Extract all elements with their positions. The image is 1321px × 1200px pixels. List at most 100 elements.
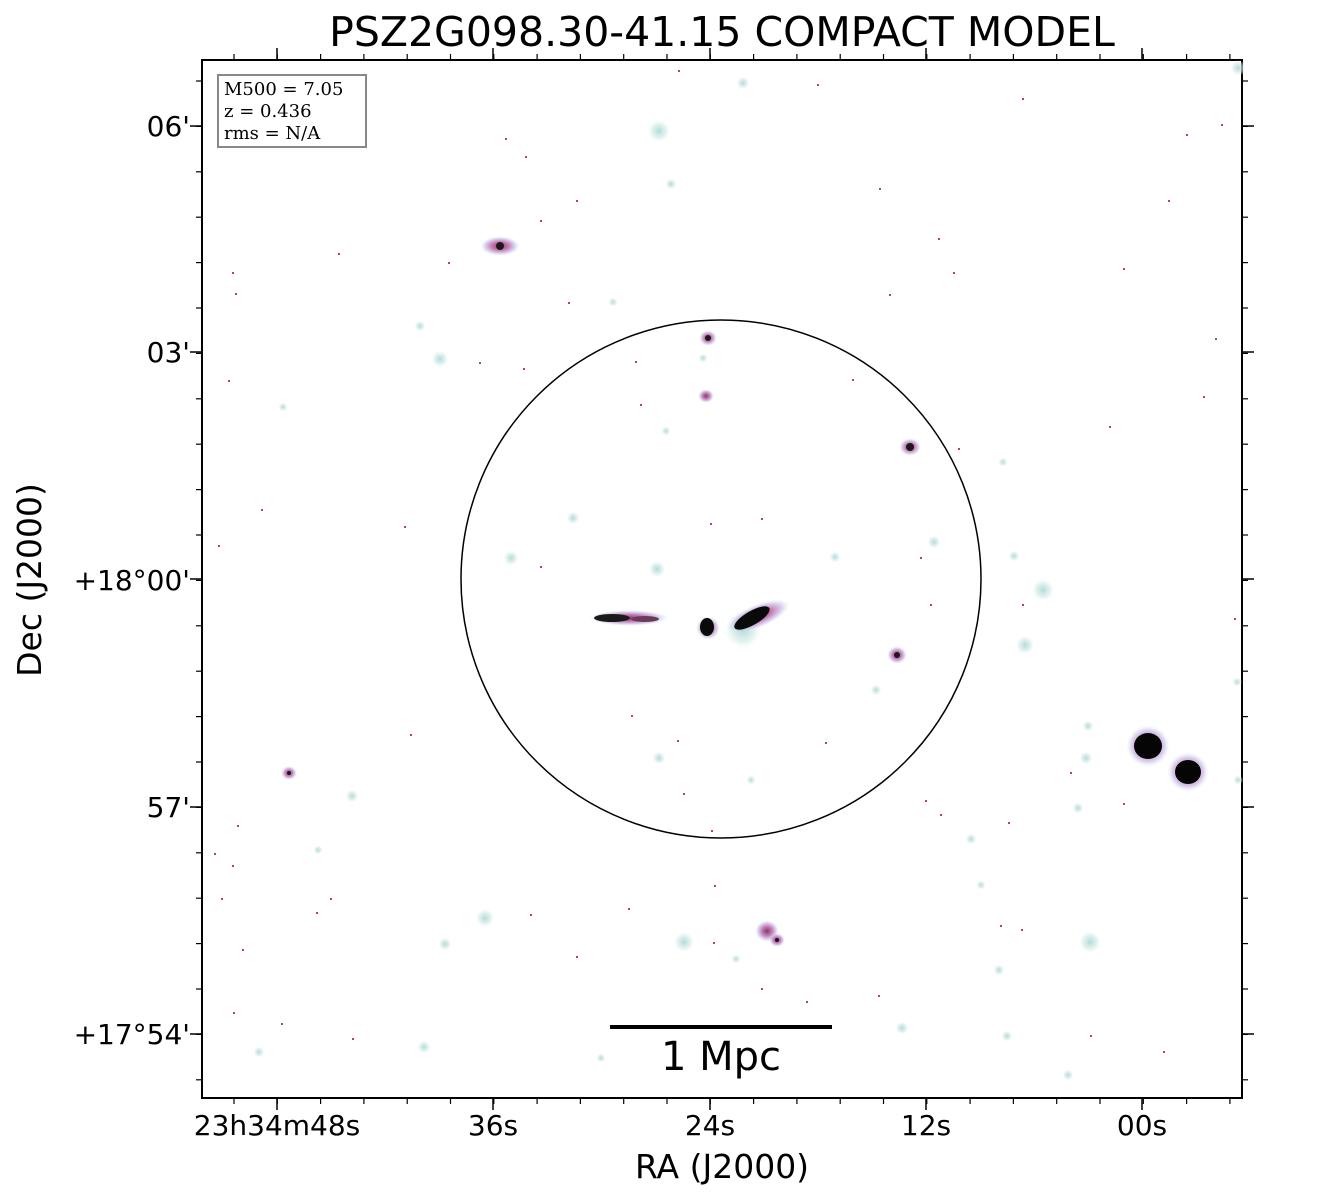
faint-source — [1230, 60, 1246, 76]
plot-title: PSZ2G098.30-41.15 COMPACT MODEL — [329, 8, 1115, 56]
faint-source — [414, 320, 426, 332]
faint-source — [1232, 677, 1242, 687]
faint-source — [746, 775, 756, 785]
noise-speck — [576, 956, 578, 958]
source-core — [894, 652, 900, 658]
x-tick-label: 00s — [1116, 1109, 1168, 1142]
scale-bar-label: 1 Mpc — [660, 1034, 782, 1080]
noise-speck — [235, 293, 237, 295]
faint-source — [1008, 550, 1020, 562]
x-tick-label: 23h34m48s — [193, 1109, 361, 1142]
noise-speck — [677, 740, 679, 742]
noise-speck — [404, 526, 406, 528]
noise-speck — [525, 156, 527, 158]
noise-speck — [953, 272, 955, 274]
faint-source — [1079, 751, 1093, 765]
noise-speck — [958, 448, 960, 450]
noise-speck — [806, 1001, 808, 1003]
faint-source — [1001, 1030, 1013, 1042]
noise-speck — [683, 793, 685, 795]
noise-speck — [817, 84, 819, 86]
galaxy-core — [734, 606, 770, 630]
noise-speck — [628, 908, 630, 910]
noise-speck — [1109, 426, 1111, 428]
x-tick-label: 24s — [684, 1109, 736, 1142]
noise-speck — [530, 914, 532, 916]
faint-source — [661, 426, 671, 436]
faint-source — [438, 937, 452, 951]
info-box: M500 = 7.05 z = 0.436 rms = N/A — [217, 74, 367, 148]
noise-speck — [825, 742, 827, 744]
noise-speck — [242, 949, 244, 951]
noise-speck — [281, 1023, 283, 1025]
source-core — [906, 443, 914, 451]
noise-speck — [568, 302, 570, 304]
x-tick-label: 12s — [900, 1109, 952, 1142]
noise-speck — [261, 509, 263, 511]
noise-speck — [410, 734, 412, 736]
noise-speck — [576, 200, 578, 202]
noise-speck — [228, 380, 230, 382]
y-tick-label: 06' — [146, 110, 190, 143]
noise-speck — [218, 545, 220, 547]
y-axis-label: Dec (J2000) — [10, 483, 49, 677]
tick-marks — [190, 48, 1254, 1110]
noise-speck — [233, 1012, 235, 1014]
faint-source — [665, 178, 677, 190]
x-tick-label: 36s — [467, 1109, 519, 1142]
noise-speck — [523, 368, 525, 370]
noise-speck — [338, 253, 340, 255]
noise-speck — [540, 566, 542, 568]
noise-speck — [1123, 268, 1125, 270]
faint-source — [1062, 1069, 1074, 1081]
faint-source — [829, 551, 841, 563]
noise-speck — [505, 138, 507, 140]
faint-source — [345, 789, 359, 803]
mass-text: M500 = 7.05 — [224, 79, 344, 100]
noise-speck — [713, 942, 715, 944]
y-tick-label: +18°00' — [73, 564, 190, 597]
noise-speck — [938, 238, 940, 240]
faint-source — [976, 880, 986, 890]
noise-speck — [352, 1038, 354, 1040]
faint-source — [673, 931, 695, 953]
noise-speck — [1070, 772, 1072, 774]
faint-source — [648, 560, 666, 578]
noise-speck — [1000, 925, 1002, 927]
bright-source — [698, 389, 714, 403]
noise-speck — [316, 912, 318, 914]
source-core — [705, 335, 711, 341]
noise-speck — [1234, 618, 1236, 620]
faint-source — [566, 511, 580, 525]
source-core — [496, 242, 504, 250]
sources-layer — [214, 60, 1246, 1081]
noise-speck — [232, 272, 234, 274]
noise-speck — [940, 814, 942, 816]
faint-source — [1015, 635, 1035, 655]
source-core — [1134, 733, 1162, 759]
plot-frame — [201, 59, 1243, 1099]
faint-source — [698, 353, 708, 363]
noise-speck — [448, 262, 450, 264]
noise-speck — [761, 518, 763, 520]
noise-speck — [232, 865, 234, 867]
noise-speck — [678, 70, 680, 72]
rms-text: rms = N/A — [224, 123, 321, 144]
noise-speck — [631, 715, 633, 717]
y-tick-label: +17°54' — [73, 1018, 190, 1051]
faint-source — [731, 954, 741, 964]
faint-source — [1031, 578, 1055, 602]
noise-speck — [1008, 822, 1010, 824]
faint-source — [313, 845, 323, 855]
noise-speck — [479, 362, 481, 364]
redshift-text: z = 0.436 — [224, 101, 312, 122]
faint-source — [417, 1040, 431, 1054]
noise-speck — [1021, 929, 1023, 931]
faint-source — [993, 964, 1005, 976]
noise-speck — [1163, 1051, 1165, 1053]
noise-speck — [221, 898, 223, 900]
galaxy-core — [631, 616, 659, 622]
faint-source — [253, 1046, 265, 1058]
faint-source — [965, 833, 977, 845]
